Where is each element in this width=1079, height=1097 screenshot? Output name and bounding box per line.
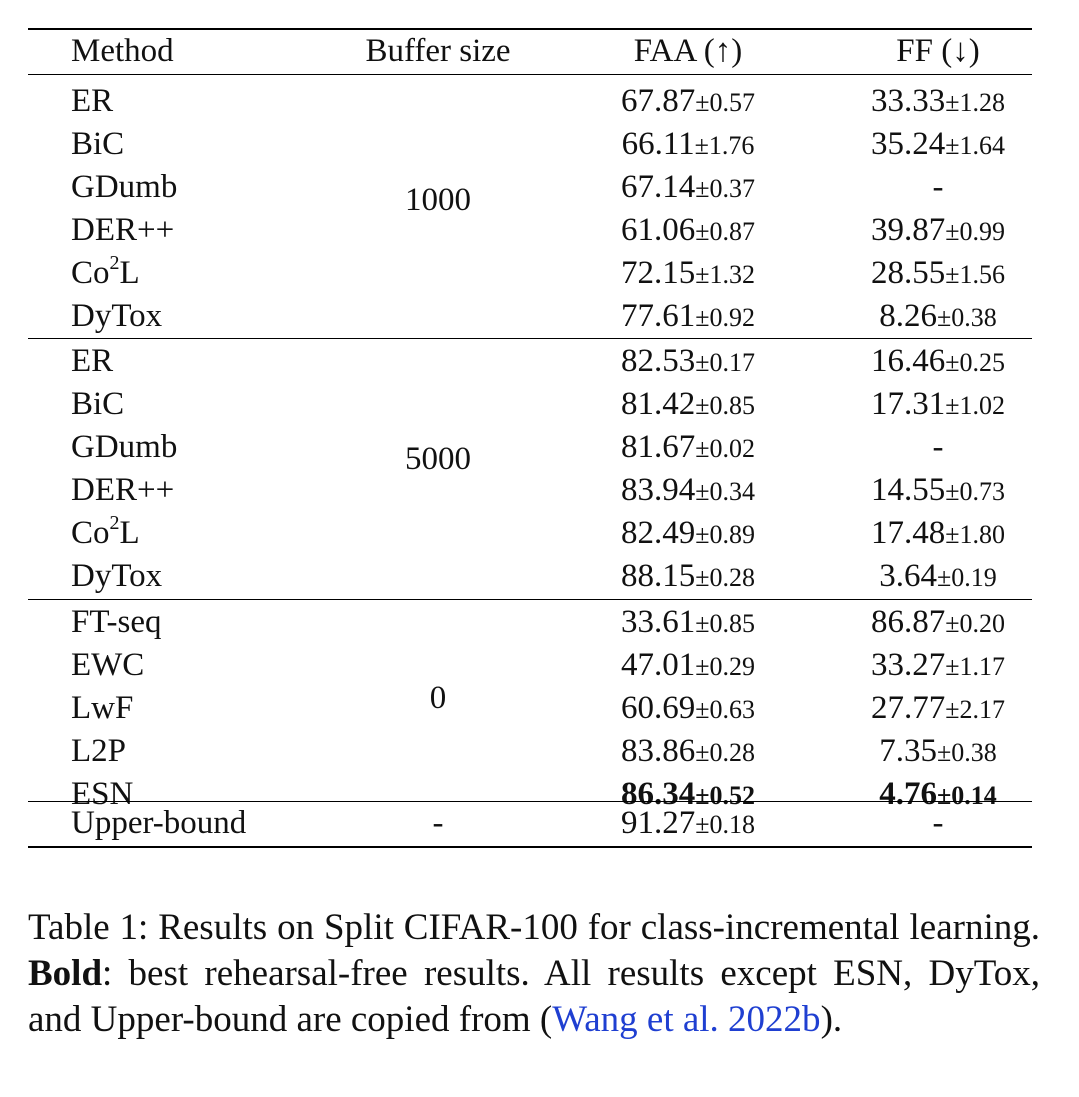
group-rule <box>28 338 1032 339</box>
faa-cell: 86.34±0.52 <box>620 776 756 812</box>
faa-cell: 61.06±0.87 <box>620 212 756 248</box>
table-row: FT-seq 33.61±0.85 86.87±0.20 <box>28 601 1032 644</box>
faa-cell: 67.14±0.37 <box>620 169 756 205</box>
buffer-size-cell: 0 <box>429 680 447 716</box>
table-row: Upper-bound - 91.27±0.18 - <box>28 802 1032 845</box>
method-cell: BiC <box>71 126 125 162</box>
table-row: Co2L 72.15±1.32 28.55±1.56 <box>28 252 1032 295</box>
buffer-size-cell: - <box>432 805 444 841</box>
buffer-size-cell: 1000 <box>405 182 471 218</box>
method-cell: DER++ <box>71 212 175 248</box>
table-top-rule <box>28 28 1032 30</box>
faa-cell: 88.15±0.28 <box>620 558 756 594</box>
ff-cell: 8.26±0.38 <box>879 298 997 334</box>
table-caption: Table 1: Results on Split CIFAR-100 for … <box>28 907 1040 1040</box>
faa-cell: 81.42±0.85 <box>620 386 756 422</box>
method-cell: ER <box>71 83 114 119</box>
faa-cell: 60.69±0.63 <box>620 690 756 726</box>
method-cell: LwF <box>71 690 134 726</box>
method-cell: DER++ <box>71 472 175 508</box>
faa-cell: 83.94±0.34 <box>620 472 756 508</box>
buffer-size-cell: 5000 <box>405 441 471 477</box>
faa-cell: 33.61±0.85 <box>620 604 756 640</box>
table-row: ESN 86.34±0.52 4.76±0.14 <box>28 773 1032 816</box>
method-cell: Co2L <box>71 512 140 551</box>
method-cell: FT-seq <box>71 604 162 640</box>
method-cell: ER <box>71 343 114 379</box>
table-row: GDumb 67.14±0.37 - <box>28 166 1032 209</box>
method-cell: L2P <box>71 733 127 769</box>
citation-link[interactable]: Wang et al. 2022b <box>552 999 821 1040</box>
header-rule <box>28 74 1032 75</box>
ff-cell: 4.76±0.14 <box>879 776 997 812</box>
table-row: LwF 60.69±0.63 27.77±2.17 <box>28 687 1032 730</box>
method-cell: Co2L <box>71 252 140 291</box>
group-rule <box>28 599 1032 600</box>
ff-cell: 33.33±1.28 <box>870 83 1006 119</box>
ff-cell: - <box>932 805 944 841</box>
header-buffer-size: Buffer size <box>365 33 511 69</box>
ff-cell: 17.31±1.02 <box>870 386 1006 422</box>
header-method: Method <box>71 33 174 69</box>
faa-cell: 82.53±0.17 <box>620 343 756 379</box>
table-row: GDumb 81.67±0.02 - <box>28 426 1032 469</box>
table-header-row: Method Buffer size FAA (↑) FF (↓) <box>28 30 1032 73</box>
faa-cell: 81.67±0.02 <box>620 429 756 465</box>
method-cell: GDumb <box>71 169 178 205</box>
table-row: BiC 81.42±0.85 17.31±1.02 <box>28 383 1032 426</box>
table-row: DyTox 88.15±0.28 3.64±0.19 <box>28 555 1032 598</box>
method-cell: EWC <box>71 647 145 683</box>
table-row: ER 67.87±0.57 33.33±1.28 <box>28 80 1032 123</box>
faa-cell: 82.49±0.89 <box>620 515 756 551</box>
method-cell: ESN <box>71 776 134 812</box>
ff-cell: 27.77±2.17 <box>870 690 1006 726</box>
table-row: DER++ 83.94±0.34 14.55±0.73 <box>28 469 1032 512</box>
header-ff: FF (↓) <box>896 33 980 69</box>
ff-cell: 35.24±1.64 <box>870 126 1006 162</box>
ff-cell: 39.87±0.99 <box>870 212 1006 248</box>
header-faa: FAA (↑) <box>633 33 743 69</box>
method-cell: Upper-bound <box>71 805 247 841</box>
ff-cell: 16.46±0.25 <box>870 343 1006 379</box>
table-row: Co2L 82.49±0.89 17.48±1.80 <box>28 512 1032 555</box>
ff-cell: 14.55±0.73 <box>870 472 1006 508</box>
faa-cell: 91.27±0.18 <box>620 805 756 841</box>
method-cell: DyTox <box>71 558 163 594</box>
table-bottom-rule <box>28 846 1032 848</box>
faa-cell: 66.11±1.76 <box>621 126 755 162</box>
ff-cell: - <box>932 169 944 205</box>
method-cell: DyTox <box>71 298 163 334</box>
ff-cell: 33.27±1.17 <box>870 647 1006 683</box>
method-cell: BiC <box>71 386 125 422</box>
ff-cell: 86.87±0.20 <box>870 604 1006 640</box>
ff-cell: 7.35±0.38 <box>879 733 997 769</box>
table-row: DyTox 77.61±0.92 8.26±0.38 <box>28 295 1032 338</box>
ff-cell: 28.55±1.56 <box>870 255 1006 291</box>
table-row: BiC 66.11±1.76 35.24±1.64 <box>28 123 1032 166</box>
table-row: EWC 47.01±0.29 33.27±1.17 <box>28 644 1032 687</box>
faa-cell: 83.86±0.28 <box>620 733 756 769</box>
ff-cell: 3.64±0.19 <box>879 558 997 594</box>
ff-cell: - <box>932 429 944 465</box>
table-row: DER++ 61.06±0.87 39.87±0.99 <box>28 209 1032 252</box>
table-row: ER 82.53±0.17 16.46±0.25 <box>28 340 1032 383</box>
faa-cell: 67.87±0.57 <box>620 83 756 119</box>
method-cell: GDumb <box>71 429 178 465</box>
ff-cell: 17.48±1.80 <box>870 515 1006 551</box>
faa-cell: 72.15±1.32 <box>620 255 756 291</box>
table-row: L2P 83.86±0.28 7.35±0.38 <box>28 730 1032 773</box>
faa-cell: 77.61±0.92 <box>620 298 756 334</box>
group-rule <box>28 801 1032 802</box>
faa-cell: 47.01±0.29 <box>620 647 756 683</box>
